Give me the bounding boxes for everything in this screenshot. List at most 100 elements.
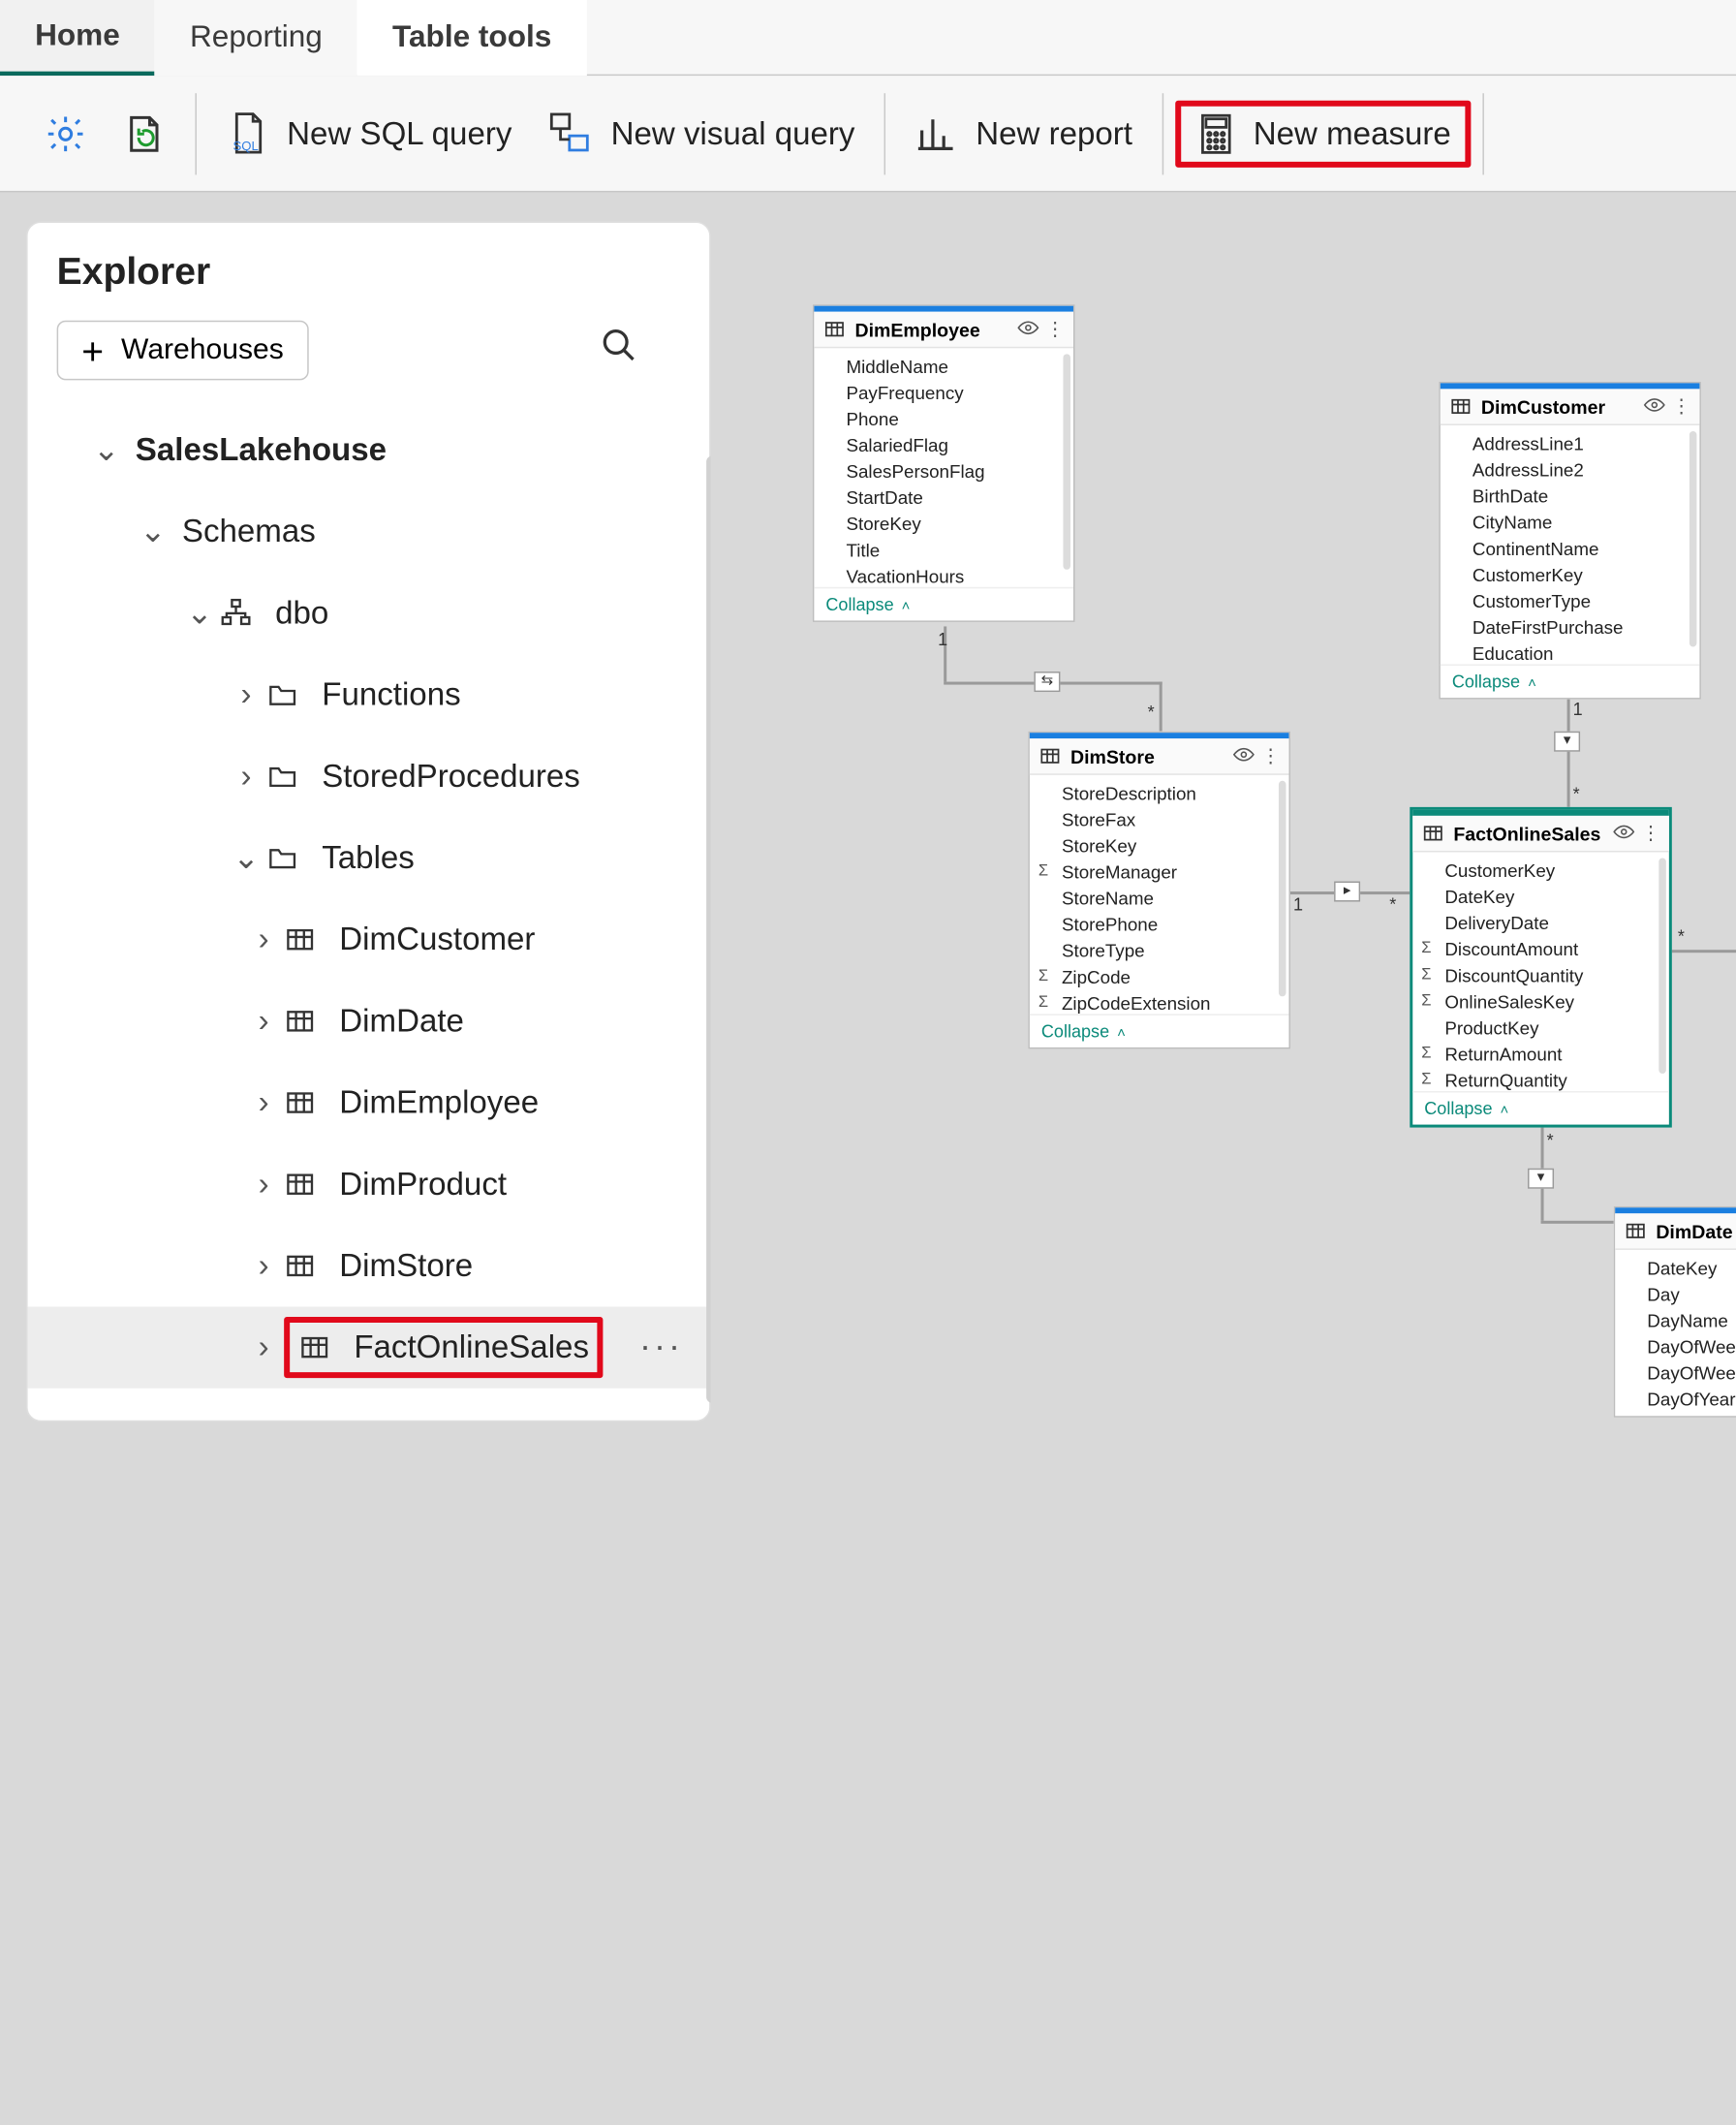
card-more-button[interactable]: ⋮	[1261, 744, 1281, 767]
refresh-icon	[122, 111, 166, 155]
card-title: DimCustomer	[1481, 395, 1605, 418]
folder-icon	[266, 843, 298, 872]
tree-item-dimdate[interactable]: › DimDate	[28, 981, 710, 1062]
new-sql-query-button[interactable]: SQL New SQL query	[208, 100, 529, 167]
explorer-tree: ⌄ SalesLakehouse ⌄ Schemas ⌄ dbo › Funct…	[28, 409, 710, 1388]
model-diagram-canvas[interactable]: ⇆ 1 * ▸ 1 * ▾ 1 * ▾ * * DimEmployee ⋮ Mi…	[711, 192, 1736, 1433]
tree-item-tables[interactable]: ⌄ Tables	[28, 817, 710, 898]
table-field[interactable]: StorePhone	[1030, 912, 1289, 938]
new-sql-query-label: New SQL query	[287, 114, 512, 152]
table-field[interactable]: Phone	[814, 406, 1073, 432]
table-field[interactable]: MiddleName	[814, 354, 1073, 380]
table-field[interactable]: ZipCodeExtension	[1030, 990, 1289, 1014]
table-field[interactable]: StoreManager	[1030, 859, 1289, 886]
card-header[interactable]: DimCustomer ⋮	[1441, 389, 1700, 425]
tab-reporting[interactable]: Reporting	[155, 0, 357, 76]
search-button[interactable]	[600, 327, 637, 375]
tree-item-dbo[interactable]: ⌄ dbo	[28, 573, 710, 654]
more-options-button[interactable]: ···	[639, 1328, 683, 1368]
table-field[interactable]: ProductKey	[1412, 1016, 1669, 1042]
table-field[interactable]: StoreKey	[814, 512, 1073, 538]
diagram-table-factonlinesales[interactable]: FactOnlineSales ⋮ CustomerKeyDateKeyDeli…	[1410, 807, 1672, 1128]
table-field[interactable]: ReturnQuantity	[1412, 1068, 1669, 1091]
table-field[interactable]: StoreDescription	[1030, 781, 1289, 807]
table-field[interactable]: AddressLine1	[1441, 431, 1700, 457]
tree-item-dimproduct[interactable]: › DimProduct	[28, 1143, 710, 1225]
card-header[interactable]: FactOnlineSales ⋮	[1412, 816, 1669, 853]
table-field[interactable]: StoreType	[1030, 938, 1289, 964]
add-warehouse-button[interactable]: + Warehouses	[57, 321, 309, 381]
visibility-icon[interactable]	[1612, 823, 1635, 845]
tab-home[interactable]: Home	[0, 0, 155, 76]
table-field[interactable]: Education	[1441, 641, 1700, 664]
table-field[interactable]: DiscountAmount	[1412, 937, 1669, 963]
new-measure-button[interactable]: New measure	[1175, 100, 1472, 167]
table-field[interactable]: BirthDate	[1441, 484, 1700, 510]
table-field[interactable]: DayName	[1615, 1308, 1736, 1334]
cardinality-label: *	[1678, 926, 1685, 947]
tree-item-dimcustomer[interactable]: › DimCustomer	[28, 899, 710, 981]
table-field[interactable]: Title	[814, 538, 1073, 564]
card-more-button[interactable]: ⋮	[1045, 318, 1065, 341]
card-collapse-button[interactable]: Collapse ˄	[1412, 1091, 1669, 1125]
tree-label: Tables	[322, 839, 415, 877]
visibility-icon[interactable]	[1016, 318, 1039, 340]
table-field[interactable]: Day	[1615, 1282, 1736, 1308]
new-visual-query-button[interactable]: New visual query	[529, 101, 872, 165]
card-more-button[interactable]: ⋮	[1672, 394, 1691, 418]
table-field[interactable]: ReturnAmount	[1412, 1042, 1669, 1068]
card-more-button[interactable]: ⋮	[1641, 822, 1660, 845]
table-field[interactable]: DayOfYear	[1615, 1387, 1736, 1413]
tree-item-dimemployee[interactable]: › DimEmployee	[28, 1062, 710, 1143]
table-field[interactable]: VacationHours	[814, 564, 1073, 587]
table-field[interactable]: DeliveryDate	[1412, 911, 1669, 937]
diagram-table-dimstore[interactable]: DimStore ⋮ StoreDescriptionStoreFaxStore…	[1028, 732, 1290, 1049]
table-field[interactable]: CityName	[1441, 510, 1700, 536]
visibility-icon[interactable]	[1643, 395, 1666, 418]
tree-item-schemas[interactable]: ⌄ Schemas	[28, 491, 710, 573]
table-field[interactable]: DiscountQuantity	[1412, 963, 1669, 989]
table-field[interactable]: ContinentName	[1441, 536, 1700, 562]
refresh-button[interactable]	[105, 103, 183, 164]
table-field[interactable]: DayOfWeekInMon	[1615, 1360, 1736, 1387]
table-field[interactable]: StoreKey	[1030, 833, 1289, 859]
table-field[interactable]: SalesPersonFlag	[814, 459, 1073, 485]
tree-item-saleslakehouse[interactable]: ⌄ SalesLakehouse	[28, 409, 710, 490]
new-report-button[interactable]: New report	[897, 103, 1150, 164]
card-collapse-button[interactable]: Collapse ˄	[1441, 665, 1700, 699]
card-header[interactable]: DimStore ⋮	[1030, 738, 1289, 775]
diagram-table-dimcustomer[interactable]: DimCustomer ⋮ AddressLine1AddressLine2Bi…	[1439, 382, 1701, 700]
card-header[interactable]: DimEmployee ⋮	[814, 312, 1073, 349]
diagram-table-dimemployee[interactable]: DimEmployee ⋮ MiddleNamePayFrequencyPhon…	[813, 304, 1075, 622]
table-field[interactable]: DayOfWeek	[1615, 1334, 1736, 1360]
tab-table-tools[interactable]: Table tools	[357, 0, 586, 76]
diagram-table-dimdate[interactable]: DimDate ⋮ DateKeyDayDayNameDayOfWeekDayO…	[1614, 1206, 1736, 1418]
card-collapse-button[interactable]: Collapse ˄	[1030, 1014, 1289, 1047]
table-field[interactable]: DateFirstPurchase	[1441, 614, 1700, 641]
tree-item-factonlinesales[interactable]: › FactOnlineSales ···	[28, 1307, 710, 1389]
table-field[interactable]: ZipCode	[1030, 964, 1289, 990]
tree-item-storedprocedures[interactable]: › StoredProcedures	[28, 735, 710, 817]
table-field[interactable]: AddressLine2	[1441, 457, 1700, 484]
table-field[interactable]: PayFrequency	[814, 380, 1073, 406]
visibility-icon[interactable]	[1232, 745, 1256, 767]
table-field[interactable]: OnlineSalesKey	[1412, 989, 1669, 1016]
folder-icon	[266, 680, 298, 709]
table-icon	[1421, 823, 1444, 843]
card-header[interactable]: DimDate ⋮	[1615, 1213, 1736, 1250]
settings-button[interactable]	[26, 103, 105, 164]
table-field[interactable]: SalariedFlag	[814, 432, 1073, 458]
table-field[interactable]: DateKey	[1615, 1256, 1736, 1282]
table-field[interactable]: CustomerKey	[1412, 858, 1669, 884]
tree-item-functions[interactable]: › Functions	[28, 654, 710, 735]
table-field[interactable]: CustomerType	[1441, 588, 1700, 614]
table-field[interactable]: StoreFax	[1030, 807, 1289, 833]
table-icon	[284, 1170, 316, 1199]
tree-item-dimstore[interactable]: › DimStore	[28, 1225, 710, 1306]
table-field[interactable]: CustomerKey	[1441, 562, 1700, 588]
relationship-line	[1567, 752, 1570, 807]
card-collapse-button[interactable]: Collapse ˄	[814, 587, 1073, 621]
table-field[interactable]: StoreName	[1030, 886, 1289, 912]
table-field[interactable]: DateKey	[1412, 885, 1669, 911]
table-field[interactable]: StartDate	[814, 485, 1073, 512]
